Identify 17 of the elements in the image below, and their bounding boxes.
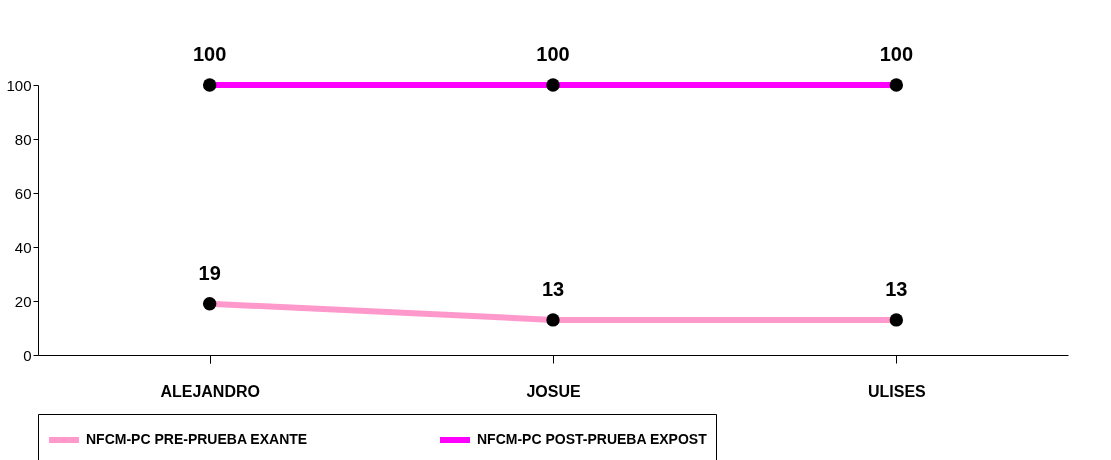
- y-tick-label: 40: [14, 238, 32, 256]
- data-label: 100: [192, 43, 227, 65]
- data-label: 19: [198, 261, 221, 284]
- y-tick-label: 60: [14, 184, 32, 202]
- y-tick-label: 80: [14, 130, 32, 148]
- y-tick-label: 100: [6, 76, 32, 94]
- x-tick-label: ULISES: [867, 382, 927, 400]
- data-label: 13: [885, 277, 908, 300]
- x-tick-label: JOSUE: [526, 382, 581, 400]
- x-tick-label: ALEJANDRO: [160, 382, 260, 400]
- legend-label: NFCM-PC PRE-PRUEBA EXANTE: [86, 431, 308, 447]
- y-tick-label: 0: [23, 346, 32, 364]
- data-label: 13: [541, 277, 565, 300]
- data-label: 100: [536, 43, 570, 65]
- y-tick-label: 20: [14, 292, 32, 310]
- legend-label: NFCM-PC POST-PRUEBA EXPOST: [477, 431, 708, 447]
- data-label: 100: [879, 43, 914, 65]
